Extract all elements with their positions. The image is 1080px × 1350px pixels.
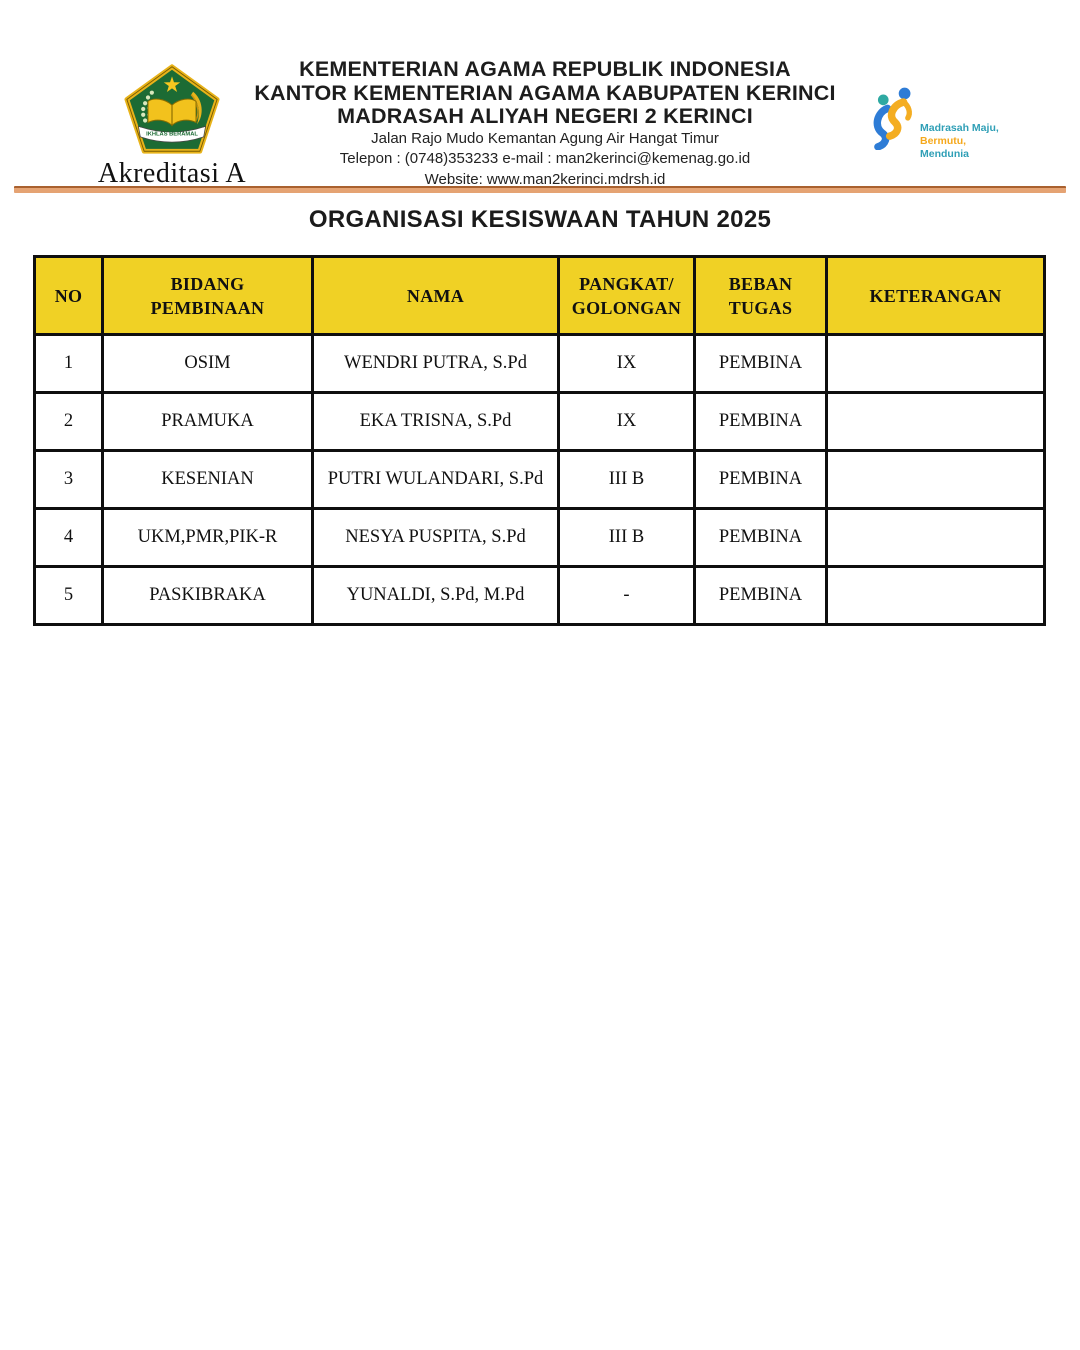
letterhead-line-2: KANTOR KEMENTERIAN AGAMA KABUPATEN KERIN…	[254, 80, 836, 105]
cell-pangkat: III B	[557, 507, 696, 568]
cell-nama: YUNALDI, S.Pd, M.Pd	[311, 565, 560, 626]
cell-beban: PEMBINA	[693, 565, 828, 626]
letterhead: KEMENTERIAN AGAMA REPUBLIK INDONESIA KAN…	[230, 57, 860, 190]
madrasah-reform-icon	[873, 87, 912, 150]
letterhead-divider-line	[14, 186, 1066, 193]
column-header-keterangan: KETERANGAN	[825, 255, 1046, 336]
table-row: 5 PASKIBRAKA YUNALDI, S.Pd, M.Pd - PEMBI…	[33, 565, 1046, 626]
column-header-beban: BEBAN TUGAS	[693, 255, 828, 336]
kemenag-logo-block: IKHLAS BERAMAL Akreditasi A	[92, 64, 252, 190]
akreditasi-caption: Akreditasi A	[97, 158, 247, 189]
tagline-madrasah-maju: Madrasah Maju,	[920, 122, 999, 134]
cell-pangkat: III B	[557, 449, 696, 510]
cell-keterangan	[825, 333, 1046, 394]
madrasah-reform-logo-block: Madrasah Maju, Bermutu, Mendunia	[862, 84, 1032, 174]
cell-beban: PEMBINA	[693, 449, 828, 510]
column-header-bidang: BIDANG PEMBINAAN	[101, 255, 314, 336]
kemenag-logo-icon: IKHLAS BERAMAL	[124, 64, 220, 154]
cell-beban: PEMBINA	[693, 507, 828, 568]
cell-bidang: OSIM	[101, 333, 314, 394]
column-header-no: NO	[33, 255, 104, 336]
cell-no: 4	[33, 507, 104, 568]
cell-no: 1	[33, 333, 104, 394]
cell-nama: NESYA PUSPITA, S.Pd	[311, 507, 560, 568]
cell-keterangan	[825, 449, 1046, 510]
table-row: 4 UKM,PMR,PIK-R NESYA PUSPITA, S.Pd III …	[33, 507, 1046, 568]
letterhead-address: Jalan Rajo Mudo Kemantan Agung Air Hanga…	[371, 129, 719, 147]
cell-keterangan	[825, 507, 1046, 568]
cell-pangkat: -	[557, 565, 696, 626]
cell-beban: PEMBINA	[693, 391, 828, 452]
column-header-nama: NAMA	[311, 255, 560, 336]
tagline-bermutu: Bermutu,	[920, 135, 967, 147]
cell-no: 3	[33, 449, 104, 510]
cell-nama: PUTRI WULANDARI, S.Pd	[311, 449, 560, 510]
madrasah-reform-taglines: Madrasah Maju, Bermutu, Mendunia	[920, 122, 999, 161]
cell-bidang: KESENIAN	[101, 449, 314, 510]
letterhead-contact: Telepon : (0748)353233 e-mail : man2keri…	[339, 150, 751, 167]
cell-keterangan	[825, 391, 1046, 452]
cell-pangkat: IX	[557, 391, 696, 452]
cell-bidang: UKM,PMR,PIK-R	[101, 507, 314, 568]
cell-no: 5	[33, 565, 104, 626]
column-header-pangkat: PANGKAT/ GOLONGAN	[557, 255, 696, 336]
ikhlas-beramal-banner-text: IKHLAS BERAMAL	[146, 131, 198, 137]
cell-nama: WENDRI PUTRA, S.Pd	[311, 333, 560, 394]
cell-keterangan	[825, 565, 1046, 626]
cell-no: 2	[33, 391, 104, 452]
table-row: 2 PRAMUKA EKA TRISNA, S.Pd IX PEMBINA	[33, 391, 1046, 452]
cell-beban: PEMBINA	[693, 333, 828, 394]
tagline-mendunia: Mendunia	[920, 148, 969, 160]
page-title: ORGANISASI KESISWAAN TAHUN 2025	[308, 206, 772, 233]
cell-nama: EKA TRISNA, S.Pd	[311, 391, 560, 452]
cell-bidang: PRAMUKA	[101, 391, 314, 452]
cell-bidang: PASKIBRAKA	[101, 565, 314, 626]
letterhead-website: Website: www.man2kerinci.mdrsh.id	[424, 170, 666, 188]
table-header-row: NO BIDANG PEMBINAAN NAMA PANGKAT/ GOLONG…	[33, 255, 1046, 336]
table-row: 1 OSIM WENDRI PUTRA, S.Pd IX PEMBINA	[33, 333, 1046, 394]
letterhead-line-3: MADRASAH ALIYAH NEGERI 2 KERINCI	[337, 104, 753, 128]
organisasi-kesiswaan-table: NO BIDANG PEMBINAAN NAMA PANGKAT/ GOLONG…	[33, 255, 1046, 626]
cell-pangkat: IX	[557, 333, 696, 394]
letterhead-line-1: KEMENTERIAN AGAMA REPUBLIK INDONESIA	[299, 57, 791, 81]
table-row: 3 KESENIAN PUTRI WULANDARI, S.Pd III B P…	[33, 449, 1046, 510]
